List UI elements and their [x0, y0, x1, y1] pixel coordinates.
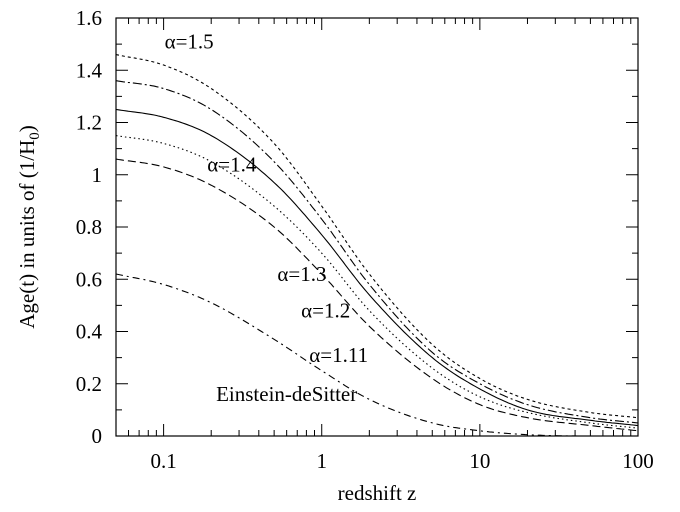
axis-ticks — [115, 17, 638, 437]
annotations: α=1.5 α=1.4 α=1.3 α=1.2 α=1.11 Einstein-deSit… — [165, 30, 369, 407]
curve-annotation: α=1.3 — [277, 262, 326, 286]
y-tick-labels: 0 0.2 0.4 0.6 0.8 1 1.2 1.4 1.6 — [76, 6, 103, 448]
curve-annotation: α=1.11 — [309, 343, 368, 367]
x-tick-label: 1 — [316, 449, 327, 473]
series-line-6 — [115, 273, 638, 437]
series-line-5 — [115, 158, 639, 432]
y-tick-label: 1.4 — [76, 58, 103, 82]
y-tick-label: 0.6 — [76, 267, 102, 291]
curve-annotation: α=1.2 — [301, 299, 350, 323]
series-line-1 — [115, 54, 639, 419]
series-line-3 — [115, 108, 639, 427]
y-tick-label: 1.2 — [76, 111, 102, 135]
series-line-4 — [115, 135, 639, 429]
series-lines — [115, 54, 639, 437]
y-tick-label: 0.2 — [76, 372, 102, 396]
x-tick-label: 10 — [469, 449, 490, 473]
y-axis-title-main: Age(t) in units of (1/H — [15, 140, 39, 329]
y-axis-title: Age(t) in units of (1/H0) — [15, 125, 43, 328]
y-axis-title-subscript: 0 — [27, 132, 43, 140]
x-tick-label: 0.1 — [150, 449, 176, 473]
series-line-2 — [115, 80, 639, 424]
x-tick-labels: 0.1 1 10 100 — [150, 449, 653, 473]
x-axis-title: redshift z — [338, 481, 417, 505]
y-axis-title-tail: ) — [15, 125, 39, 132]
y-tick-label: 1 — [92, 163, 103, 187]
curve-annotation: α=1.5 — [165, 30, 214, 54]
y-tick-label: 0.4 — [76, 320, 103, 344]
plot-frame — [115, 17, 639, 437]
plot-frame-group — [115, 17, 639, 437]
y-tick-label: 0.8 — [76, 215, 102, 239]
y-tick-label: 1.6 — [76, 6, 102, 30]
curve-annotation: α=1.4 — [207, 152, 257, 176]
x-tick-label: 100 — [622, 449, 654, 473]
y-tick-label: 0 — [92, 424, 103, 448]
curve-annotation: Einstein-deSitter — [216, 382, 357, 406]
